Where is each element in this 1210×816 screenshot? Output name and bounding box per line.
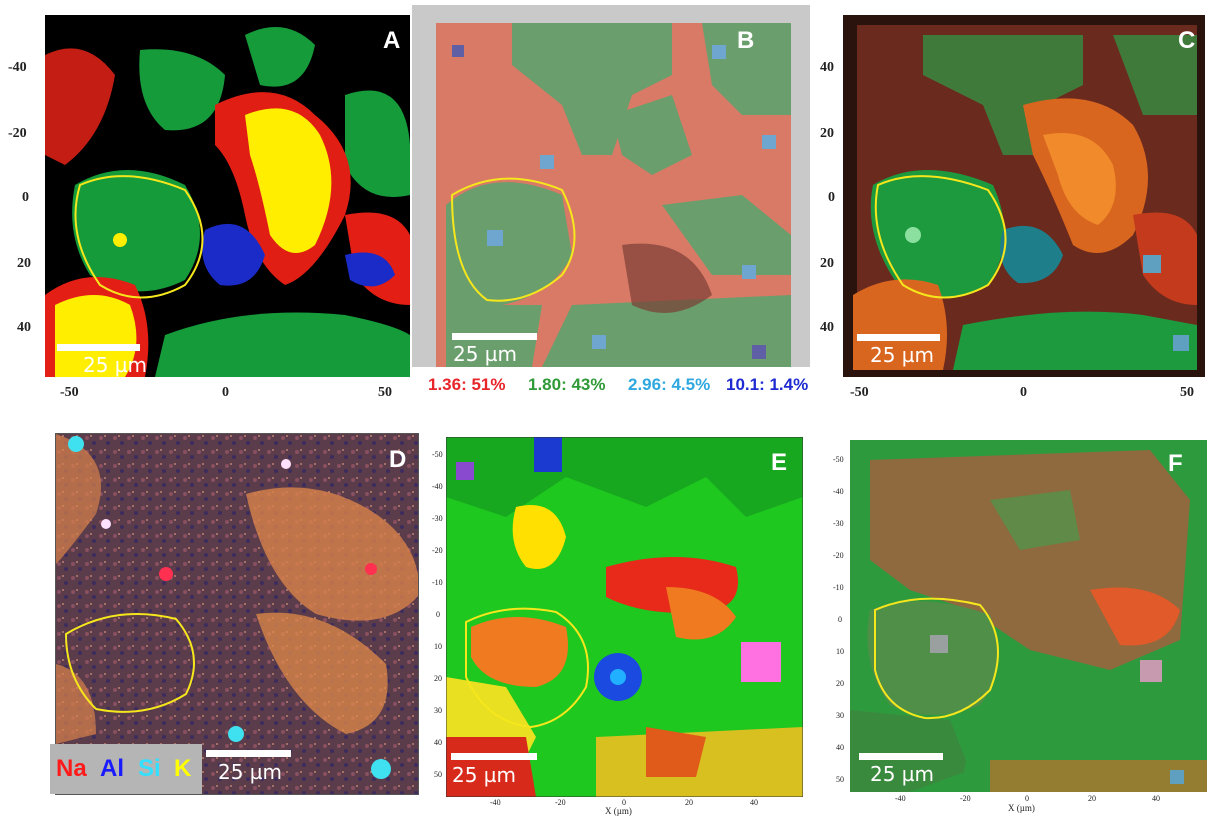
panel-e-ytick: -40 <box>432 482 443 491</box>
panel-c-ytick: 0 <box>828 190 835 205</box>
panel-e-ytick: 30 <box>434 706 442 715</box>
panel-f-ytick: 40 <box>836 743 844 752</box>
panel-e-xtick: -20 <box>555 798 566 807</box>
panel-f-xtick: 0 <box>1025 794 1029 803</box>
panel-a-ytick: -40 <box>8 60 27 75</box>
panel-d-map <box>56 434 418 794</box>
panel-e-scalebar <box>451 753 537 760</box>
panel-a-ytick: -20 <box>8 126 27 141</box>
panel-f-x-axis-label: X (µm) <box>1008 803 1035 813</box>
panel-d: D 25 µm <box>55 433 419 795</box>
panel-e-ytick: 20 <box>434 674 442 683</box>
panel-f-ytick: 20 <box>836 679 844 688</box>
panel-a-xtick: 0 <box>222 385 229 400</box>
panel-f-ytick: -10 <box>833 583 844 592</box>
panel-e-xtick: 20 <box>685 798 693 807</box>
panel-a-map <box>45 15 410 377</box>
panel-e-ytick: 0 <box>436 610 440 619</box>
element-al-label: Al <box>100 755 124 782</box>
panel-a-letter: A <box>383 27 401 54</box>
panel-f-ytick: -20 <box>833 551 844 560</box>
panel-f-xtick: -20 <box>960 794 971 803</box>
panel-c-scalebar <box>857 334 940 341</box>
panel-c-ytick: 20 <box>820 256 834 271</box>
panel-d-letter: D <box>389 446 407 473</box>
panel-a-xtick: -50 <box>60 385 79 400</box>
panel-f-ytick: -30 <box>833 519 844 528</box>
panel-b-legend-item: 1.80: 43% <box>528 375 606 394</box>
panel-c: C 25 µm <box>843 15 1205 377</box>
panel-c-scale-label: 25 µm <box>870 343 935 367</box>
panel-a-xtick: 50 <box>378 385 392 400</box>
panel-c-letter: C <box>1178 27 1196 54</box>
panel-a-scale-label: 25 µm <box>83 353 148 377</box>
panel-e-letter: E <box>771 449 788 476</box>
panel-a-ytick: 20 <box>17 256 31 271</box>
panel-a-scalebar <box>57 344 140 351</box>
panel-a: A 25 µm <box>45 15 410 377</box>
panel-f-ytick: 0 <box>838 615 842 624</box>
panel-b-legend-item: 2.96: 4.5% <box>628 375 711 394</box>
panel-f-map <box>850 440 1207 792</box>
panel-d-scale-label: 25 µm <box>218 760 283 784</box>
panel-c-xtick: 50 <box>1180 385 1194 400</box>
panel-f-ytick: 30 <box>836 711 844 720</box>
panel-e-ytick: 10 <box>434 642 442 651</box>
panel-f: F 25 µm <box>850 440 1207 792</box>
panel-f-ytick: -40 <box>833 487 844 496</box>
panel-a-ytick: 40 <box>17 320 31 335</box>
panel-e-xtick: -40 <box>490 798 501 807</box>
panel-c-ytick: 20 <box>820 126 834 141</box>
panel-f-scale-label: 25 µm <box>870 762 935 786</box>
panel-e-scale-label: 25 µm <box>452 763 517 787</box>
panel-f-xtick: -40 <box>895 794 906 803</box>
panel-a-ytick: 0 <box>22 190 29 205</box>
panel-c-xtick: 0 <box>1020 385 1027 400</box>
panel-d-scalebar <box>206 750 291 757</box>
panel-b: B 25 µm <box>412 5 810 367</box>
panel-f-xtick: 40 <box>1152 794 1160 803</box>
panel-f-xtick: 20 <box>1088 794 1096 803</box>
panel-e-x-axis-label: X (µm) <box>605 806 632 816</box>
panel-d-element-legend: Na Al Si K <box>50 744 202 794</box>
panel-e-xtick: 40 <box>750 798 758 807</box>
panel-e-xtick: 0 <box>622 798 626 807</box>
element-na-label: Na <box>56 755 87 782</box>
element-k-label: K <box>174 755 192 782</box>
panel-e-ytick: 40 <box>434 738 442 747</box>
panel-b-legend-item: 10.1: 1.4% <box>726 375 809 394</box>
panel-f-scalebar <box>859 753 943 760</box>
panel-e-ytick: -20 <box>432 546 443 555</box>
panel-b-letter: B <box>737 27 755 54</box>
panel-c-ytick: 40 <box>820 60 834 75</box>
panel-e-ytick: 50 <box>434 770 442 779</box>
panel-f-ytick: 50 <box>836 775 844 784</box>
panel-e-ytick: -30 <box>432 514 443 523</box>
panel-f-ytick: 10 <box>836 647 844 656</box>
panel-b-scale-label: 25 µm <box>453 342 518 366</box>
panel-e: E 25 µm <box>446 437 803 797</box>
panel-c-ytick: 40 <box>820 320 834 335</box>
panel-b-scalebar <box>452 333 537 340</box>
panel-e-map <box>446 437 803 797</box>
element-si-label: Si <box>138 755 161 782</box>
panel-b-map <box>412 5 810 367</box>
panel-e-ytick: -10 <box>432 578 443 587</box>
panel-c-xtick: -50 <box>850 385 869 400</box>
panel-e-ytick: -50 <box>432 450 443 459</box>
panel-c-map <box>843 15 1205 377</box>
panel-f-ytick: -50 <box>833 455 844 464</box>
panel-f-letter: F <box>1168 450 1183 477</box>
panel-b-legend-item: 1.36: 51% <box>428 375 506 394</box>
